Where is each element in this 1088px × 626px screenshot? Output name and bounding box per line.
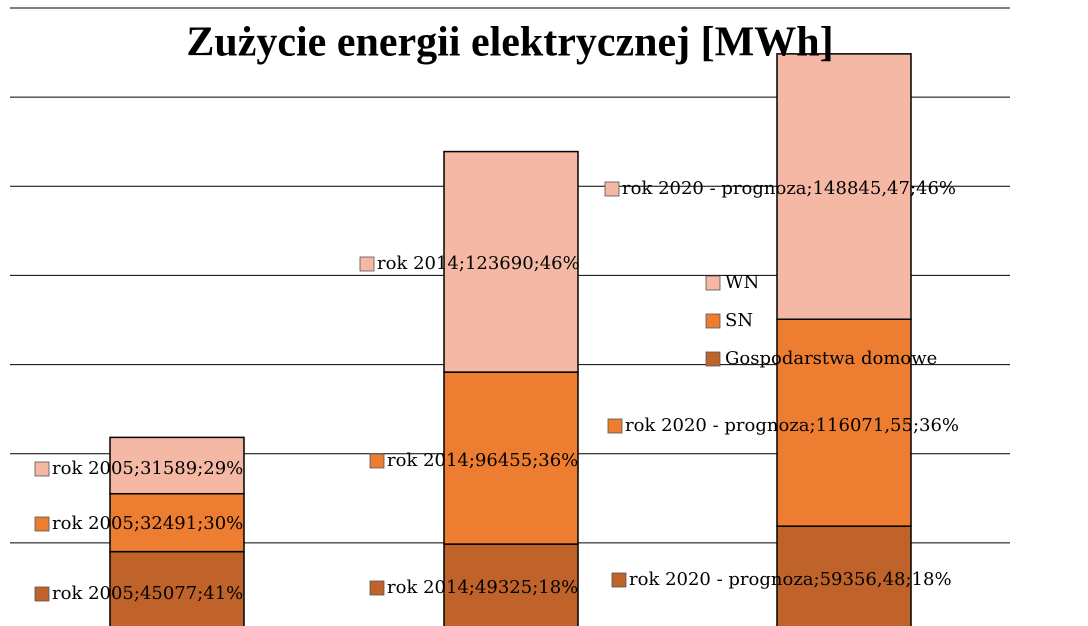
legend-key — [705, 313, 721, 329]
label-key — [369, 453, 385, 469]
label-key — [607, 418, 623, 434]
data-label: rok 2014;96455;36% — [387, 450, 578, 471]
bar-segment — [109, 436, 245, 495]
data-label: rok 2005;31589;29% — [52, 458, 243, 479]
chart-title: Zużycie energii elektrycznej [MWh] — [186, 20, 833, 66]
legend-label: Gospodarstwa domowe — [725, 348, 937, 369]
legend-label: SN — [725, 310, 753, 331]
bar-segment — [776, 525, 912, 626]
label-key — [604, 181, 620, 197]
bar-segment — [443, 150, 579, 373]
bar-segment — [776, 318, 912, 527]
label-key — [34, 516, 50, 532]
legend-key — [705, 275, 721, 291]
label-key — [611, 572, 627, 588]
bar-segment — [776, 53, 912, 320]
legend-label: WN — [725, 272, 759, 293]
bar-segment — [109, 550, 245, 626]
data-label: rok 2005;32491;30% — [52, 513, 243, 534]
data-label: rok 2005;45077;41% — [52, 583, 243, 604]
label-key — [369, 580, 385, 596]
label-key — [34, 586, 50, 602]
data-label: rok 2020 - prognoza;116071,55;36% — [625, 415, 959, 436]
label-key — [34, 461, 50, 477]
data-label: rok 2014;123690;46% — [377, 253, 580, 274]
bar-segment — [443, 543, 579, 626]
data-label: rok 2020 - prognoza;148845,47;46% — [622, 178, 956, 199]
labels: rok 2005;45077;41% rok 2005;32491;30% rok … — [34, 178, 959, 604]
bars — [109, 53, 912, 626]
bar-segment — [109, 492, 245, 553]
bar-segment — [443, 371, 579, 545]
data-label: rok 2014;49325;18% — [387, 577, 578, 598]
label-key — [359, 256, 375, 272]
legend-key — [705, 351, 721, 367]
data-label: rok 2020 - prognoza;59356,48;18% — [629, 569, 952, 590]
